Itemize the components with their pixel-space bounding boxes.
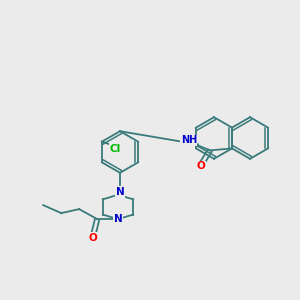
- Text: N: N: [116, 187, 124, 197]
- Text: N: N: [114, 214, 122, 224]
- Text: O: O: [89, 233, 98, 243]
- Text: O: O: [197, 161, 206, 171]
- Text: NH: NH: [181, 135, 197, 146]
- Text: Cl: Cl: [110, 144, 121, 154]
